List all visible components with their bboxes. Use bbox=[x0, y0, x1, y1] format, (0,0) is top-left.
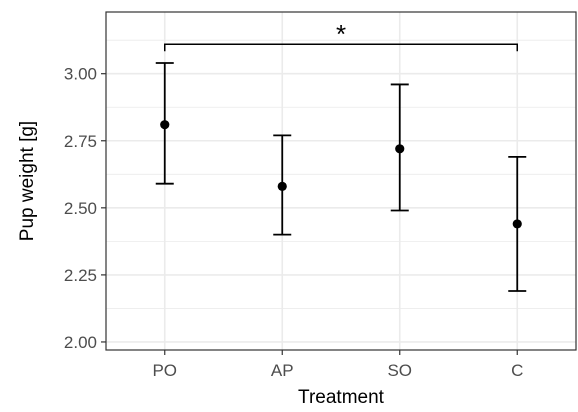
error-bars bbox=[155, 62, 527, 292]
significance-star: * bbox=[336, 19, 346, 49]
y-tick-label: 2.50 bbox=[64, 199, 97, 218]
data-point-so bbox=[395, 144, 405, 154]
grid bbox=[106, 12, 576, 350]
y-tick-label: 2.00 bbox=[64, 333, 97, 352]
y-tick-label: 3.00 bbox=[64, 65, 97, 84]
x-axis-title: Treatment bbox=[298, 387, 385, 408]
x-tick-label: PO bbox=[152, 361, 177, 380]
y-axis-title: Pup weight [g] bbox=[17, 121, 38, 241]
data-point-po bbox=[160, 120, 170, 130]
data-point-ap bbox=[277, 181, 287, 191]
data-point-c bbox=[512, 219, 522, 229]
y-tick-label: 2.25 bbox=[64, 266, 97, 285]
x-tick-label: AP bbox=[271, 361, 294, 380]
bracket-line bbox=[164, 43, 518, 52]
data-points bbox=[160, 120, 522, 229]
panel-border bbox=[105, 11, 577, 351]
y-axis: 2.00 2.25 2.50 2.75 3.00 bbox=[64, 65, 106, 352]
significance-bracket: * bbox=[164, 19, 518, 52]
x-tick-label: SO bbox=[387, 361, 412, 380]
y-tick-label: 2.75 bbox=[64, 132, 97, 151]
x-axis: PO AP SO C bbox=[152, 350, 523, 380]
x-tick-label: C bbox=[511, 361, 523, 380]
